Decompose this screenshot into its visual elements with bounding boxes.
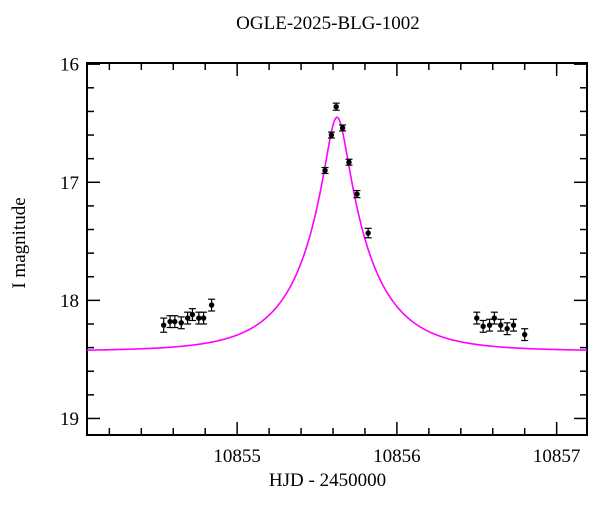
y-tick-label: 16 (60, 55, 79, 76)
data-point (208, 298, 216, 312)
data-point-marker (491, 315, 498, 321)
data-point-marker (510, 322, 517, 328)
data-point-marker (333, 103, 339, 110)
data-point-marker (486, 322, 493, 328)
data-point (479, 319, 487, 333)
data-point (353, 189, 361, 199)
data-point (521, 328, 529, 342)
data-point (177, 316, 185, 330)
data-point (200, 311, 208, 325)
data-point (510, 318, 518, 332)
data-point (345, 158, 353, 166)
data-point (171, 315, 179, 329)
x-axis-label: HJD - 2450000 (268, 470, 387, 491)
data-point-marker (339, 125, 346, 131)
data-point (160, 317, 168, 333)
data-point (486, 318, 494, 332)
data-point-marker (189, 311, 196, 318)
data-point-marker (172, 318, 178, 325)
data-point-marker (208, 302, 215, 308)
data-point-marker (160, 322, 167, 328)
data-point (195, 311, 203, 325)
data-point-marker (474, 315, 480, 321)
data-point (332, 102, 340, 111)
x-tick-label: 10857 (533, 446, 581, 467)
data-point (184, 311, 192, 325)
data-point-marker (354, 191, 360, 197)
data-point-marker (328, 132, 335, 138)
data-point-marker (504, 326, 510, 332)
data-point-marker (480, 323, 486, 330)
y-tick-label: 18 (60, 291, 79, 312)
data-point-marker (178, 320, 184, 326)
data-point-marker (346, 159, 352, 165)
data-point (364, 227, 372, 239)
data-point (321, 166, 329, 175)
y-tick-label: 17 (60, 173, 79, 194)
data-point (327, 131, 335, 139)
data-point (339, 124, 347, 132)
data-point-marker (365, 230, 371, 236)
data-point-marker (521, 331, 528, 338)
data-point-marker (184, 315, 191, 321)
data-point-marker (200, 315, 207, 321)
plot-title: OGLE-2025-BLG-1002 (236, 13, 420, 34)
data-point (490, 311, 498, 325)
data-point (473, 311, 481, 325)
data-point-marker (498, 322, 504, 328)
y-tick-label: 19 (60, 409, 79, 430)
data-point-marker (322, 167, 328, 174)
x-tick-label: 10855 (213, 446, 261, 467)
x-tick-label: 10856 (373, 446, 421, 467)
data-point (188, 308, 196, 322)
plot-frame (86, 62, 588, 436)
data-point (497, 318, 505, 332)
data-point-marker (196, 315, 202, 321)
model-curve (86, 116, 588, 351)
data-point-marker (167, 318, 173, 325)
data-point (503, 322, 511, 336)
